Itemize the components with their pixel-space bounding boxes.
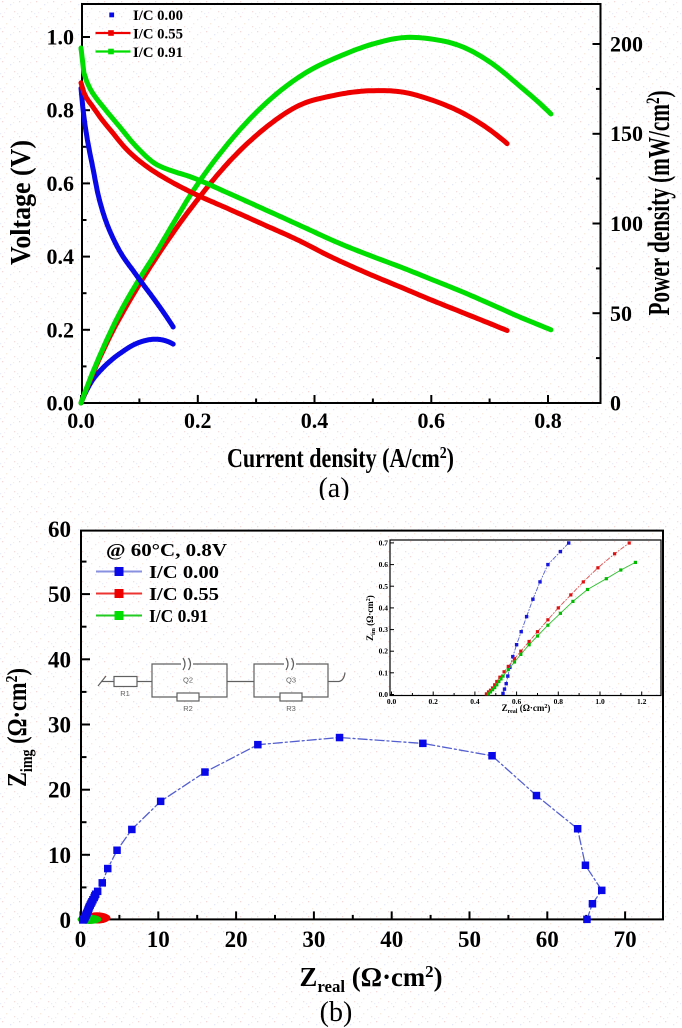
svg-text:0.8: 0.8 [554, 697, 564, 706]
svg-text:0.2: 0.2 [379, 647, 389, 656]
svg-text:20: 20 [225, 927, 248, 952]
svg-text:1.0: 1.0 [595, 697, 605, 706]
svg-text:0.0: 0.0 [379, 690, 389, 699]
svg-text:200: 200 [610, 32, 643, 57]
svg-text:@ 60°C, 0.8V: @ 60°C, 0.8V [106, 540, 227, 560]
svg-text:0.4: 0.4 [47, 244, 75, 269]
svg-text:0.2: 0.2 [429, 697, 439, 706]
svg-text:Zim (Ω·cm2): Zim (Ω·cm2) [365, 595, 377, 641]
svg-text:0.0: 0.0 [67, 408, 95, 433]
svg-text:0.8: 0.8 [534, 408, 562, 433]
svg-text:R1: R1 [120, 689, 130, 698]
svg-text:0.2: 0.2 [47, 317, 75, 342]
svg-text:Zimg (Ω·cm2): Zimg (Ω·cm2) [2, 668, 36, 787]
svg-text:50: 50 [610, 301, 632, 326]
svg-text:R3: R3 [286, 704, 296, 713]
svg-text:60: 60 [48, 517, 71, 542]
svg-text:I/C 0.55: I/C 0.55 [133, 27, 183, 43]
svg-text:I/C 0.00: I/C 0.00 [149, 562, 219, 582]
svg-text:0.3: 0.3 [379, 625, 389, 634]
svg-text:0.6: 0.6 [47, 171, 75, 196]
svg-text:0.2: 0.2 [184, 408, 212, 433]
svg-text:Current density (A/cm2): Current density (A/cm2) [227, 443, 454, 473]
svg-text:I/C 0.00: I/C 0.00 [133, 8, 183, 24]
svg-text:0.6: 0.6 [379, 560, 389, 569]
svg-text:0.6: 0.6 [418, 408, 446, 433]
svg-text:0.5: 0.5 [379, 582, 389, 591]
svg-text:60: 60 [536, 927, 559, 952]
svg-text:0.6: 0.6 [512, 697, 522, 706]
svg-text:I/C 0.91: I/C 0.91 [133, 45, 183, 61]
svg-text:I/C 0.91: I/C 0.91 [149, 606, 208, 626]
svg-text:100: 100 [610, 211, 643, 236]
svg-text:R2: R2 [183, 704, 193, 713]
svg-text:I/C 0.55: I/C 0.55 [149, 584, 219, 604]
svg-text:Q2: Q2 [183, 676, 193, 685]
svg-text:0: 0 [75, 927, 87, 952]
svg-text:40: 40 [48, 647, 71, 672]
svg-text:0.4: 0.4 [470, 697, 480, 706]
svg-text:70: 70 [614, 927, 637, 952]
svg-text:1.0: 1.0 [47, 25, 75, 50]
svg-text:Power density (mW/cm2): Power density (mW/cm2) [641, 91, 676, 316]
svg-text:10: 10 [48, 843, 71, 868]
svg-text:30: 30 [302, 927, 325, 952]
svg-text:Zreal (Ω·cm2): Zreal (Ω·cm2) [502, 703, 551, 715]
svg-text:0: 0 [610, 391, 621, 416]
svg-text:150: 150 [610, 121, 643, 146]
svg-text:1.2: 1.2 [637, 697, 647, 706]
svg-text:(a): (a) [318, 473, 349, 500]
svg-text:0.4: 0.4 [379, 603, 389, 612]
svg-text:(b): (b) [320, 997, 353, 1028]
svg-text:50: 50 [48, 582, 71, 607]
svg-text:Zreal (Ω·cm2): Zreal (Ω·cm2) [300, 962, 443, 996]
svg-text:0.0: 0.0 [47, 391, 75, 416]
svg-text:30: 30 [48, 713, 71, 738]
svg-text:Voltage (V): Voltage (V) [5, 140, 37, 265]
svg-text:0.7: 0.7 [379, 538, 389, 547]
svg-text:0: 0 [60, 908, 72, 933]
svg-text:0.1: 0.1 [379, 668, 389, 677]
svg-text:50: 50 [458, 927, 481, 952]
svg-text:40: 40 [380, 927, 403, 952]
svg-text:Q3: Q3 [286, 676, 296, 685]
svg-text:0.4: 0.4 [301, 408, 329, 433]
svg-text:10: 10 [147, 927, 170, 952]
svg-text:0.8: 0.8 [47, 98, 75, 123]
svg-text:20: 20 [48, 778, 71, 803]
svg-text:0.0: 0.0 [387, 697, 397, 706]
